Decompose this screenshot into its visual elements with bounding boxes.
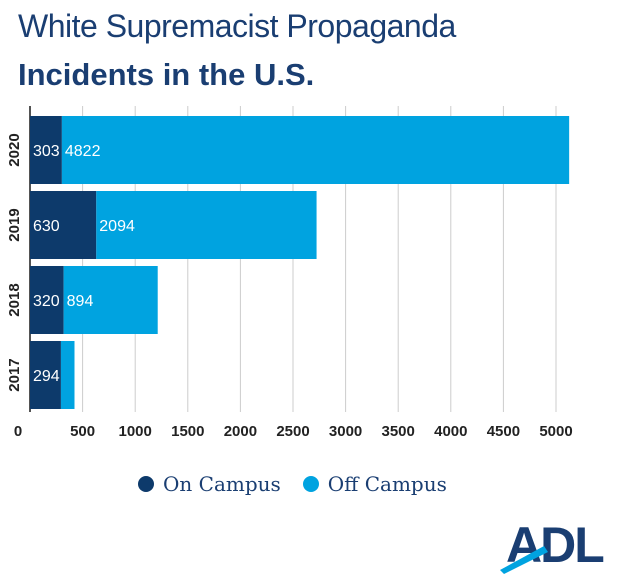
y-category-label: 2017 [6, 358, 23, 391]
x-tick-label: 4500 [487, 423, 520, 440]
y-category-label: 2018 [6, 283, 23, 316]
x-tick-label: 1000 [119, 423, 152, 440]
x-tick-label: 500 [70, 423, 95, 440]
bar-off-campus [63, 266, 158, 334]
x-tick-label: 0 [14, 423, 22, 440]
legend-swatch-off-campus [302, 476, 319, 492]
data-label-on-campus: 303 [33, 143, 60, 160]
data-label-off-campus: 894 [67, 293, 94, 310]
x-tick-label: 2500 [276, 423, 309, 440]
bar-off-campus [61, 116, 570, 184]
bar-on-campus [30, 266, 64, 334]
bar-off-campus [60, 341, 75, 409]
legend-label-off-campus: Off Campus [327, 472, 447, 496]
legend-label-on-campus: On Campus [163, 472, 281, 496]
y-category-label: 2019 [6, 208, 23, 241]
x-tick-label: 2000 [224, 423, 257, 440]
y-category-label: 2020 [6, 133, 23, 166]
bar-on-campus [30, 116, 62, 184]
chart-title-line-2: Incidents in the U.S. [18, 57, 315, 92]
legend: On Campus Off Campus [138, 472, 469, 496]
x-tick-label: 3500 [382, 423, 415, 440]
legend-swatch-on-campus [138, 476, 154, 492]
data-label-on-campus: 320 [33, 293, 60, 310]
x-tick-label: 1500 [171, 423, 204, 440]
data-label-off-campus: 2094 [99, 218, 135, 235]
chart-title-line-1: White Supremacist Propaganda [18, 8, 456, 44]
data-label-on-campus: 630 [33, 218, 60, 235]
x-tick-label: 3000 [329, 423, 362, 440]
legend-item-on-campus: On Campus [138, 472, 281, 496]
x-tick-label: 5000 [539, 423, 572, 440]
adl-logo: ADL [500, 517, 605, 574]
bar-chart: 0 500 1000 1500 2000 2500 3000 3500 4000 4500 5000… [6, 106, 573, 440]
bar-on-campus [30, 341, 61, 409]
data-label-off-campus: 4822 [65, 143, 101, 160]
bar-off-campus [96, 191, 317, 259]
legend-item-off-campus: Off Campus [302, 472, 447, 496]
x-tick-label: 4000 [434, 423, 467, 440]
bar-on-campus [30, 191, 97, 259]
data-label-on-campus: 294 [33, 368, 60, 385]
adl-logo-swoosh [500, 546, 548, 574]
